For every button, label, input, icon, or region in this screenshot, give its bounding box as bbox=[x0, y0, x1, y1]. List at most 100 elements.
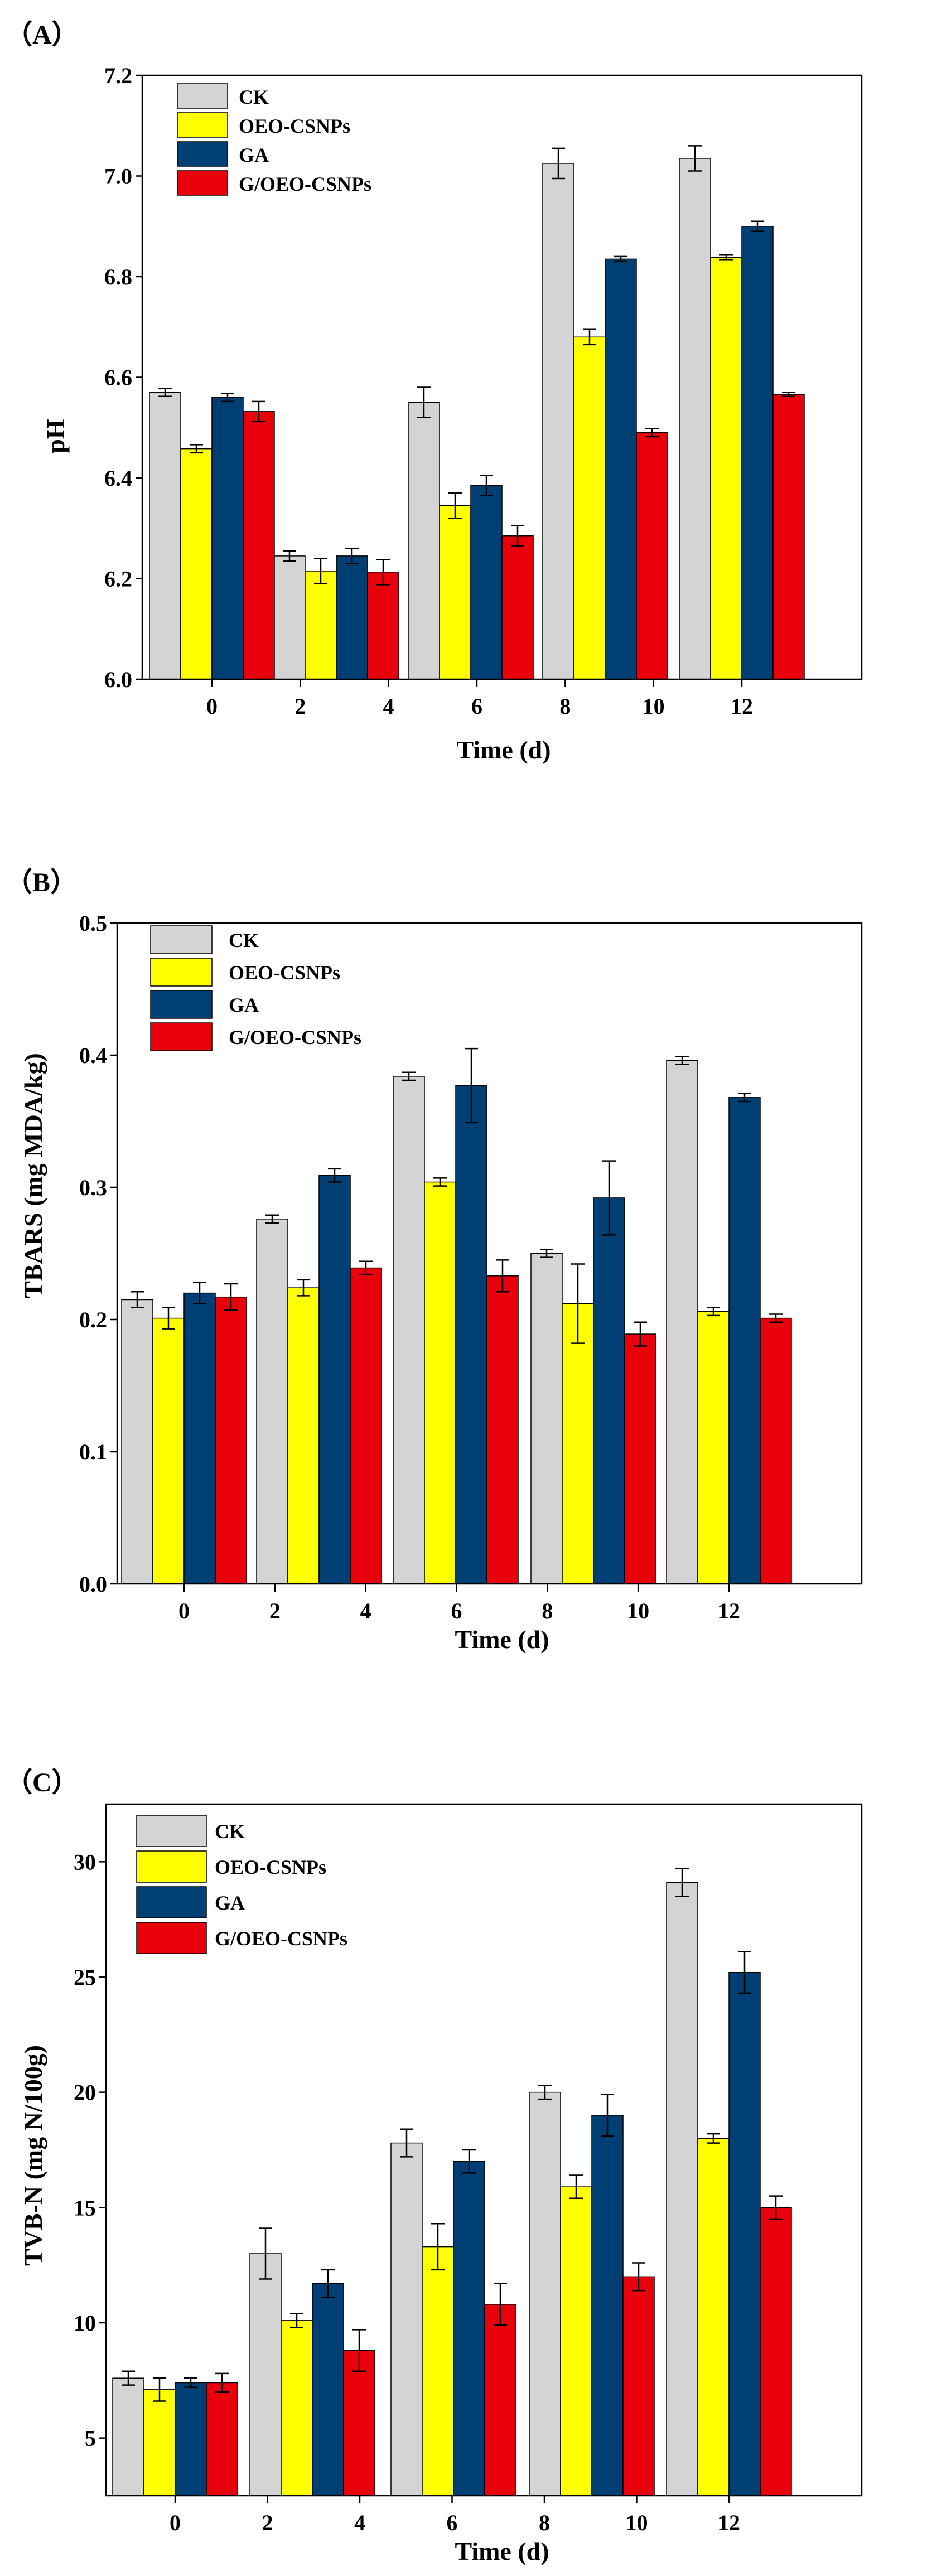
x-tick-label: 2 bbox=[262, 2510, 273, 2535]
bar-oeo-csnps bbox=[439, 505, 471, 680]
legend-swatch-ga bbox=[150, 990, 213, 1019]
legend-swatch-oeo-csnps bbox=[150, 958, 213, 987]
error-bar bbox=[359, 1260, 373, 1275]
error-bar bbox=[602, 1160, 616, 1236]
y-tick-label: 6.8 bbox=[104, 264, 132, 289]
bar-ck bbox=[112, 2377, 144, 2496]
error-bar bbox=[252, 400, 265, 423]
y-axis-title: pH bbox=[41, 419, 70, 453]
x-tick-label: 10 bbox=[643, 694, 665, 719]
error-bar bbox=[314, 558, 327, 584]
error-bar bbox=[719, 254, 733, 261]
y-tick-label: 15 bbox=[74, 2195, 96, 2220]
bar-ga bbox=[453, 2161, 485, 2496]
bar-oeo-csnps bbox=[560, 2186, 592, 2496]
legend-label-ga: GA bbox=[215, 1892, 245, 1914]
bar-g-oeo-csnps bbox=[484, 2304, 516, 2496]
bar-ga bbox=[183, 1292, 216, 1584]
error-bar bbox=[634, 1321, 647, 1347]
bar-oeo-csnps bbox=[422, 2246, 454, 2496]
error-bar bbox=[480, 475, 493, 496]
error-bar bbox=[494, 2283, 507, 2326]
legend-label-ga: GA bbox=[229, 994, 259, 1016]
error-bar bbox=[352, 2329, 366, 2372]
error-bar bbox=[283, 550, 296, 562]
x-tick-label: 2 bbox=[294, 694, 306, 719]
error-bar bbox=[496, 1259, 509, 1293]
error-bar bbox=[511, 525, 524, 547]
y-tick-label: 30 bbox=[74, 1849, 96, 1874]
panel-a-ph-chart: （A） pH Time (d) CK OEO-CSNPs GA G/OEO-CS… bbox=[6, 20, 863, 764]
plot-area bbox=[149, 145, 805, 680]
error-bar bbox=[153, 2377, 166, 2402]
error-bar bbox=[645, 428, 659, 438]
legend-label-ck: CK bbox=[239, 86, 269, 108]
y-tick-label: 7.2 bbox=[104, 63, 132, 88]
legend-swatch-ga bbox=[177, 141, 228, 167]
error-bar bbox=[259, 2227, 272, 2280]
bar-g-oeo-csnps bbox=[760, 2207, 792, 2496]
error-bar bbox=[769, 1313, 783, 1323]
bar-ga bbox=[728, 1097, 761, 1584]
x-tick-label: 6 bbox=[451, 1598, 462, 1623]
error-bar bbox=[376, 558, 390, 586]
x-tick-label: 0 bbox=[206, 694, 218, 719]
error-bar bbox=[738, 1093, 751, 1103]
error-bar bbox=[193, 1282, 206, 1304]
bar-g-oeo-csnps bbox=[624, 1333, 656, 1584]
y-tick-label: 6.4 bbox=[104, 466, 132, 491]
bar-ga bbox=[741, 226, 774, 680]
bar-g-oeo-csnps bbox=[772, 394, 805, 680]
x-tick-label: 8 bbox=[542, 1598, 553, 1623]
bar-oeo-csnps bbox=[305, 571, 337, 680]
error-bar bbox=[158, 388, 172, 398]
bar-ck bbox=[249, 2253, 282, 2496]
bar-ga bbox=[318, 1175, 351, 1584]
legend-swatch-ga bbox=[136, 1886, 207, 1918]
y-tick-label: 0.0 bbox=[79, 1572, 107, 1597]
bar-ck bbox=[273, 555, 306, 680]
error-bar bbox=[552, 147, 565, 180]
error-bar bbox=[297, 1279, 310, 1297]
error-bar bbox=[184, 2377, 197, 2388]
legend-label-ck: CK bbox=[215, 1820, 245, 1843]
legend: CK OEO-CSNPs GA G/OEO-CSNPs bbox=[150, 925, 361, 1051]
legend-swatch-ck bbox=[136, 1815, 207, 1847]
error-bar bbox=[465, 1047, 478, 1124]
bar-ga bbox=[336, 555, 368, 680]
bar-ga bbox=[593, 1197, 625, 1584]
panel-label: （A） bbox=[6, 20, 79, 50]
legend-swatch-ck bbox=[177, 83, 228, 109]
bar-oeo-csnps bbox=[287, 1287, 320, 1584]
bar-ck bbox=[542, 163, 574, 680]
error-bar bbox=[675, 1868, 689, 1897]
x-tick-label: 6 bbox=[471, 694, 482, 719]
y-tick-label: 20 bbox=[74, 2080, 96, 2105]
error-bar bbox=[190, 444, 203, 454]
x-tick-label: 8 bbox=[539, 2510, 550, 2535]
error-bar bbox=[400, 2128, 413, 2158]
legend-label-oeo-csnps: OEO-CSNPs bbox=[239, 115, 350, 137]
bar-ck bbox=[256, 1219, 288, 1584]
bar-g-oeo-csnps bbox=[343, 2350, 375, 2496]
error-bar bbox=[569, 2174, 583, 2200]
error-bar bbox=[448, 492, 462, 519]
bar-oeo-csnps bbox=[562, 1303, 594, 1584]
plot-area bbox=[121, 1047, 792, 1584]
bar-g-oeo-csnps bbox=[501, 535, 534, 680]
bar-oeo-csnps bbox=[152, 1317, 185, 1584]
error-bar bbox=[321, 2269, 335, 2298]
bar-ck bbox=[149, 392, 181, 680]
error-bar bbox=[265, 1214, 279, 1224]
panel-c-tvbn-chart: （C） TVB-N (mg N/100g) Time (d) CK OEO-CS… bbox=[6, 1768, 863, 2565]
y-tick-label: 25 bbox=[74, 1965, 96, 1990]
error-bar bbox=[345, 548, 359, 564]
bar-oeo-csnps bbox=[143, 2389, 176, 2496]
x-tick-label: 4 bbox=[360, 1598, 371, 1623]
error-bar bbox=[601, 2094, 614, 2137]
bar-ck bbox=[679, 158, 711, 680]
x-axis-title: Time (d) bbox=[456, 736, 550, 764]
error-bar bbox=[738, 1951, 751, 1994]
legend-label-g-oeo-csnps: G/OEO-CSNPs bbox=[215, 1927, 347, 1950]
